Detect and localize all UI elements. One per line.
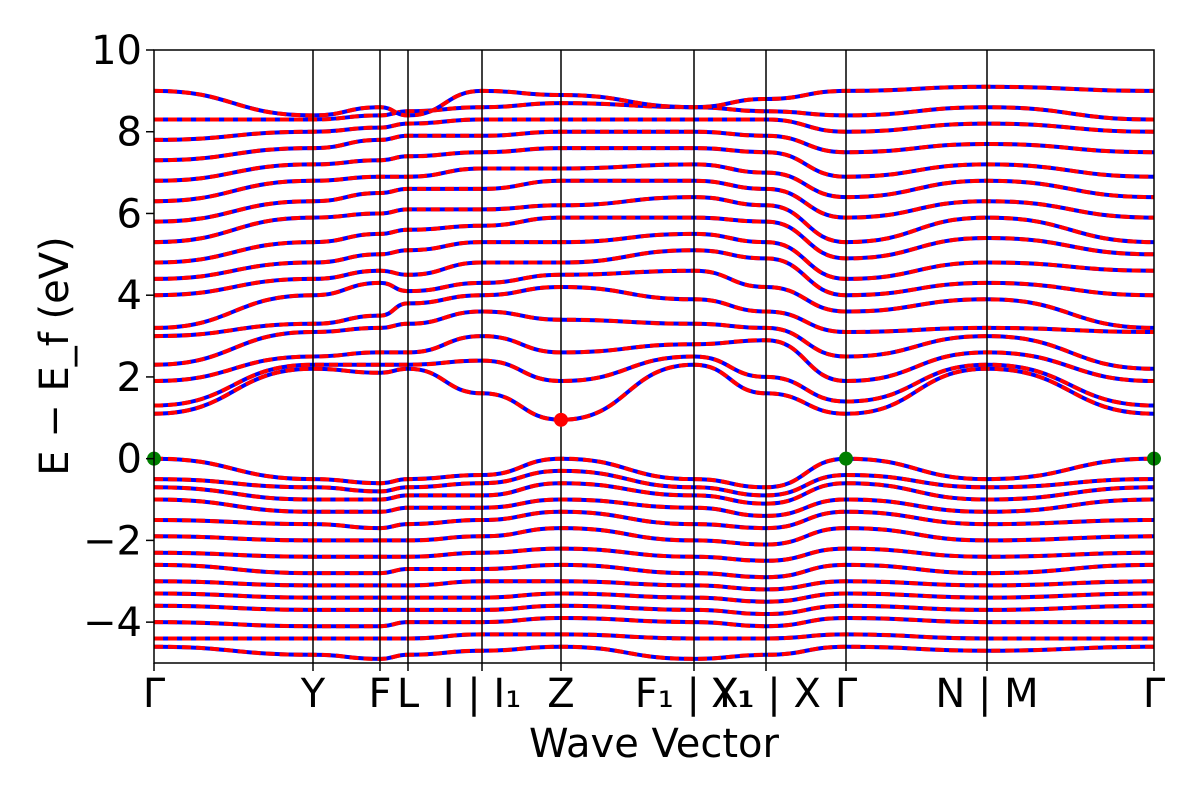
y-tick-label-3: 2 [117,355,142,401]
band-spin-down-12 [153,146,1155,183]
y-tick-label-4: 4 [117,273,142,319]
y-tick-label-2: 0 [117,437,142,483]
band-spin-down-7 [153,231,1155,281]
band-lines [153,84,1155,661]
band-spin-down-22 [153,526,1155,547]
marker-cbm-3 [554,412,568,427]
x-tick-label-0: Γ [143,671,166,717]
band-spin-down-27 [153,603,1155,617]
y-axis-ticks: −4 −2 0 2 4 6 8 10 [83,28,154,646]
x-tick-label-9: N | M [935,671,1038,717]
band-spin-down-9 [153,195,1155,245]
x-tick-label-5: Z [547,671,574,717]
band-spin-down-8 [153,215,1155,265]
band-spin-down-0 [153,362,1155,422]
band-spin-down-10 [153,178,1155,224]
y-tick-label-5: 6 [117,191,142,237]
band-spin-up-17 [153,456,1155,490]
marker-vbm-1 [839,451,853,466]
band-spin-down-4 [153,284,1155,339]
plot-frame [153,49,1155,664]
y-tick-label-6: 8 [117,110,142,156]
band-spin-down-24 [153,562,1155,580]
band-spin-down-21 [153,509,1155,531]
high-symmetry-lines [312,50,988,663]
band-spin-down-13 [153,129,1155,163]
band-spin-down-11 [153,162,1155,204]
band-spin-down-15 [154,101,1155,122]
band-spin-down-26 [153,591,1155,604]
band-spin-down-30 [153,644,1155,661]
y-tick-label-1: −2 [83,518,142,564]
band-spin-down-23 [153,546,1155,563]
x-tick-label-10: Γ [1143,671,1166,717]
y-tick-label-7: 10 [91,28,142,74]
x-tick-label-8: Γ [835,671,858,717]
x-axis-label: Wave Vector [529,721,780,767]
band-spin-down-3 [153,309,1155,371]
y-tick-label-0: −4 [83,600,142,646]
band-spin-down-28 [153,615,1154,629]
x-tick-label-2: F [368,671,391,717]
band-spin-down-1 [153,354,1155,408]
band-spin-down-6 [153,248,1155,298]
band-spin-down-5 [153,268,1155,330]
y-axis-label: E − E_f (eV) [32,236,78,475]
band-spin-down-20 [153,497,1155,518]
x-tick-label-6: F₁ | Y₁ [635,671,753,717]
band-spin-down-16 [153,84,1155,118]
x-tick-label-7: X₁ | X [711,671,821,717]
band-spin-down-18 [153,468,1155,498]
band-spin-down-25 [153,579,1155,592]
x-tick-label-4: I | I₁ [443,671,522,717]
band-spin-down-2 [153,334,1155,384]
x-tick-label-3: L [397,671,420,717]
x-tick-label-1: Y [300,671,326,717]
band-spin-down-29 [154,632,1154,641]
band-spin-down-19 [153,481,1155,506]
band-spin-down-14 [153,117,1155,142]
